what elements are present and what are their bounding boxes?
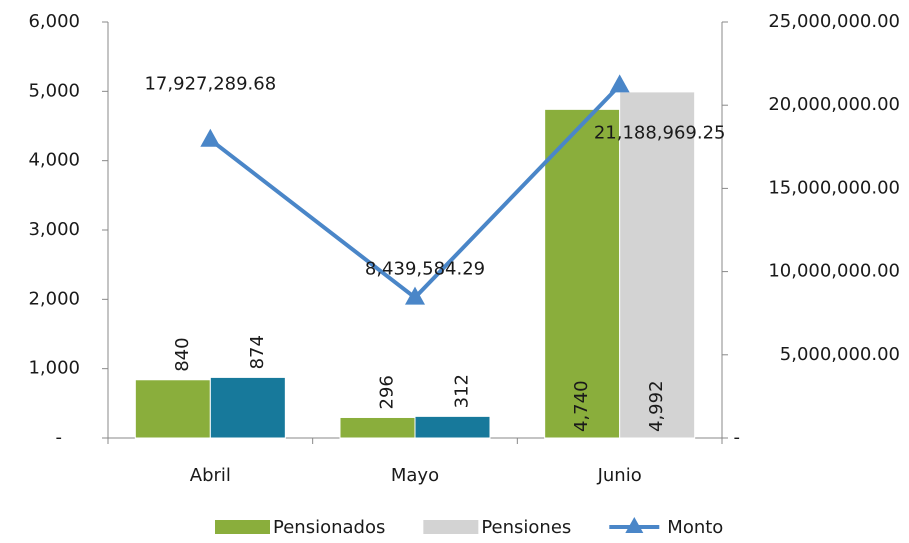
bar bbox=[134, 379, 211, 439]
bar bbox=[544, 108, 621, 439]
legend-label: Pensionados bbox=[273, 517, 385, 538]
legend-label: Monto bbox=[667, 517, 723, 538]
y-tick-label: 4,000 bbox=[28, 150, 80, 171]
legend-label: Pensiones bbox=[481, 517, 571, 538]
y-tick-label: - bbox=[56, 427, 63, 448]
x-tick-label: Mayo bbox=[391, 465, 439, 486]
bar-value-label: 312 bbox=[452, 374, 473, 408]
bar bbox=[414, 415, 491, 439]
bar-value-label: 840 bbox=[172, 337, 193, 371]
y-tick-label: 1,000 bbox=[28, 358, 80, 379]
bar-value-label: 4,740 bbox=[571, 380, 592, 432]
legend-marker bbox=[625, 517, 644, 533]
line-value-label: 8,439,584.29 bbox=[365, 259, 485, 280]
bar-value-label: 296 bbox=[377, 375, 398, 409]
y2-tick-label: 15,000,000.00 bbox=[768, 177, 900, 198]
line-marker bbox=[609, 74, 630, 93]
bar bbox=[619, 91, 696, 439]
y-tick-label: 5,000 bbox=[28, 80, 80, 101]
x-tick-label: Junio bbox=[597, 465, 642, 486]
bar bbox=[339, 416, 416, 439]
bar-value-label: 4,992 bbox=[646, 380, 667, 432]
bar-value-label: 874 bbox=[247, 335, 268, 369]
y2-tick-label: 20,000,000.00 bbox=[768, 94, 900, 115]
y2-tick-label: 25,000,000.00 bbox=[768, 11, 900, 32]
y2-tick-label: - bbox=[734, 427, 741, 448]
line-marker bbox=[200, 128, 221, 147]
y2-tick-label: 10,000,000.00 bbox=[768, 261, 900, 282]
line-marker bbox=[405, 286, 425, 305]
y-tick-label: 2,000 bbox=[28, 288, 80, 309]
y-tick-label: 6,000 bbox=[28, 11, 80, 32]
bar bbox=[209, 376, 286, 439]
legend-swatch bbox=[215, 520, 270, 534]
line-value-label: 21,188,969.25 bbox=[594, 122, 726, 143]
y-tick-label: 3,000 bbox=[28, 219, 80, 240]
line-value-label: 17,927,289.68 bbox=[144, 74, 276, 95]
legend-swatch bbox=[423, 520, 479, 534]
x-tick-label: Abril bbox=[190, 465, 231, 486]
y2-tick-label: 5,000,000.00 bbox=[780, 344, 900, 365]
